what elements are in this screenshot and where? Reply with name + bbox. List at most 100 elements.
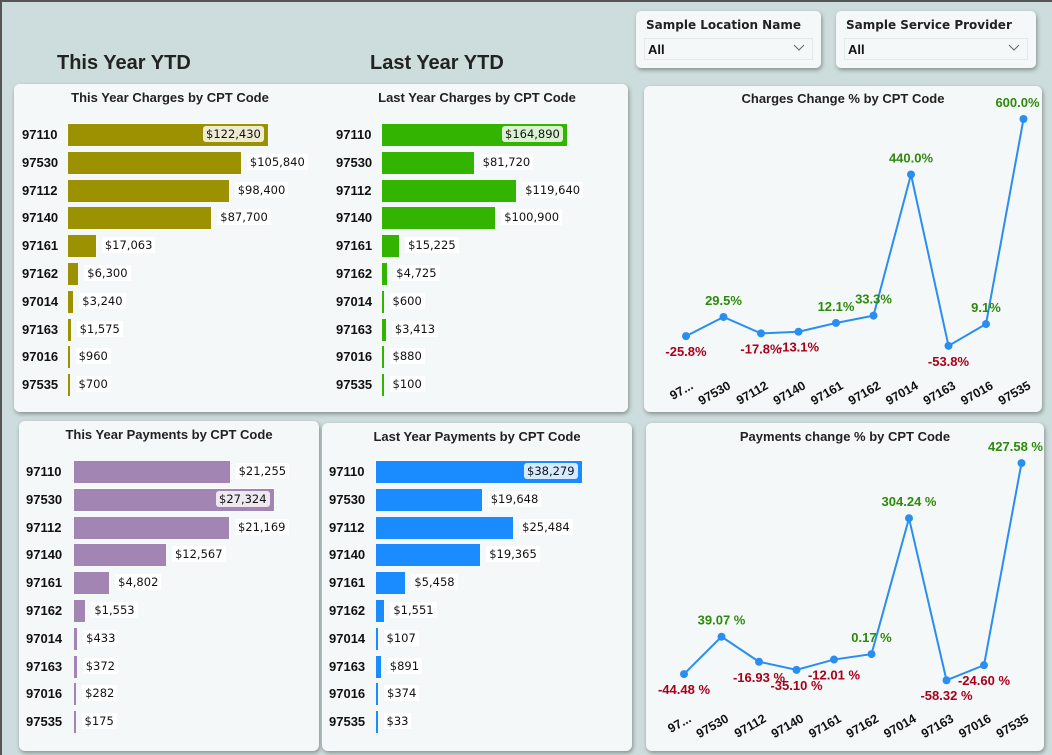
bar-row[interactable]: 97161 $5,458 (329, 572, 629, 595)
data-point[interactable] (1019, 115, 1028, 123)
bar-row[interactable]: 97535 $175 (26, 711, 316, 734)
bar-row[interactable]: 97530 $19,648 (329, 488, 629, 511)
bar-row[interactable]: 97163 $3,413 (336, 318, 626, 341)
bar[interactable] (74, 683, 77, 706)
data-point[interactable] (1017, 459, 1026, 468)
bar-row[interactable]: 97530 $105,840 (22, 151, 322, 174)
location-slicer[interactable]: Sample Location Name All (636, 11, 821, 68)
bar-row[interactable]: 97140 $100,900 (336, 207, 626, 230)
service-provider-dropdown[interactable]: All (844, 38, 1028, 60)
bar-row[interactable]: 97140 $12,567 (26, 544, 316, 567)
bar-row[interactable]: 97112 $98,400 (22, 179, 322, 202)
bar[interactable] (74, 461, 230, 483)
data-point[interactable] (794, 327, 803, 336)
bar[interactable] (74, 572, 110, 595)
bar-row[interactable]: 97162 $6,300 (22, 263, 322, 285)
location-dropdown[interactable]: All (644, 38, 813, 60)
bar-row[interactable]: 97140 $87,700 (22, 207, 322, 230)
data-point[interactable] (830, 655, 838, 664)
bar-row[interactable]: 97162 $4,725 (336, 263, 626, 285)
bar-row[interactable]: 97535 $700 (22, 374, 322, 397)
bar[interactable] (74, 627, 78, 650)
bar-row[interactable]: 97140 $19,365 (329, 544, 629, 567)
bar-row[interactable]: 97163 $891 (329, 655, 629, 678)
bar[interactable] (376, 711, 378, 734)
data-point[interactable] (792, 665, 801, 674)
bar[interactable] (382, 235, 400, 258)
bar-row[interactable]: 97535 $100 (336, 374, 626, 397)
data-point[interactable] (867, 650, 876, 659)
bar-row[interactable]: 97014 $600 (336, 290, 626, 313)
bar-row[interactable]: 97014 $107 (329, 627, 629, 650)
data-point[interactable] (682, 332, 690, 341)
bar-row[interactable]: 97016 $880 (336, 346, 626, 369)
data-point[interactable] (944, 341, 953, 350)
bar[interactable] (68, 151, 241, 174)
data-point[interactable] (980, 661, 988, 670)
bar[interactable] (74, 544, 166, 567)
bar[interactable] (382, 263, 388, 285)
data-point[interactable] (755, 657, 763, 666)
bar-row[interactable]: 97112 $25,484 (329, 516, 629, 539)
bar-row[interactable]: 97016 $282 (26, 683, 316, 706)
bar[interactable] (382, 207, 496, 230)
data-point[interactable] (942, 676, 951, 685)
bar[interactable] (68, 263, 79, 285)
bar[interactable] (68, 374, 70, 397)
data-point[interactable] (869, 311, 878, 320)
bar[interactable] (68, 235, 96, 258)
bar[interactable] (376, 655, 381, 678)
data-point[interactable] (982, 320, 990, 329)
bar-row[interactable]: 97110 $38,279 (329, 460, 629, 484)
bar[interactable] (74, 600, 86, 622)
data-point[interactable] (757, 329, 765, 338)
bar[interactable] (382, 346, 384, 369)
bar[interactable] (376, 516, 514, 539)
bar-row[interactable]: 97530 $27,324 (26, 487, 316, 512)
bar[interactable] (68, 318, 71, 341)
bar-row[interactable]: 97112 $119,640 (336, 179, 626, 202)
bar-row[interactable]: 97161 $17,063 (22, 235, 322, 258)
bar-row[interactable]: 97161 $4,802 (26, 572, 316, 595)
bar[interactable] (74, 516, 229, 539)
data-point[interactable] (680, 670, 688, 679)
bar[interactable] (68, 290, 74, 313)
bar[interactable] (74, 655, 77, 678)
bar[interactable] (382, 318, 386, 341)
bar[interactable] (382, 374, 384, 397)
bar-row[interactable]: 97016 $960 (22, 346, 322, 369)
bar[interactable] (74, 711, 76, 734)
bar-row[interactable]: 97162 $1,551 (329, 600, 629, 622)
bar[interactable] (68, 207, 212, 230)
bar[interactable] (376, 683, 378, 706)
bar-row[interactable]: 97535 $33 (329, 711, 629, 734)
bar-row[interactable]: 97110 $122,430 (22, 123, 322, 147)
service-provider-slicer[interactable]: Sample Service Provider All (836, 11, 1036, 68)
bar[interactable] (382, 290, 384, 313)
data-point[interactable] (907, 170, 915, 179)
bar[interactable] (68, 346, 70, 369)
bar-row[interactable]: 97162 $1,553 (26, 600, 316, 622)
bar-row[interactable]: 97014 $3,240 (22, 290, 322, 313)
bar-row[interactable]: 97016 $374 (329, 683, 629, 706)
bar-row[interactable]: 97110 $164,890 (336, 123, 626, 147)
bar-row[interactable]: 97161 $15,225 (336, 235, 626, 258)
bar[interactable] (68, 179, 229, 202)
bar-row[interactable]: 97163 $372 (26, 655, 316, 678)
bar-row[interactable]: 97163 $1,575 (22, 318, 322, 341)
bar-row[interactable]: 97530 $81,720 (336, 151, 626, 174)
data-point[interactable] (717, 632, 726, 641)
data-point[interactable] (719, 312, 728, 321)
data-point[interactable] (832, 318, 840, 327)
bar[interactable] (376, 544, 481, 567)
bar[interactable] (376, 572, 406, 595)
bar-row[interactable]: 97110 $21,255 (26, 461, 316, 483)
bar[interactable] (376, 488, 482, 511)
bar-row[interactable]: 97112 $21,169 (26, 516, 316, 539)
bar-row[interactable]: 97014 $433 (26, 627, 316, 650)
bar[interactable] (382, 179, 517, 202)
bar[interactable] (376, 600, 385, 622)
bar[interactable] (382, 151, 474, 174)
data-point[interactable] (905, 514, 913, 523)
bar[interactable] (376, 627, 378, 650)
